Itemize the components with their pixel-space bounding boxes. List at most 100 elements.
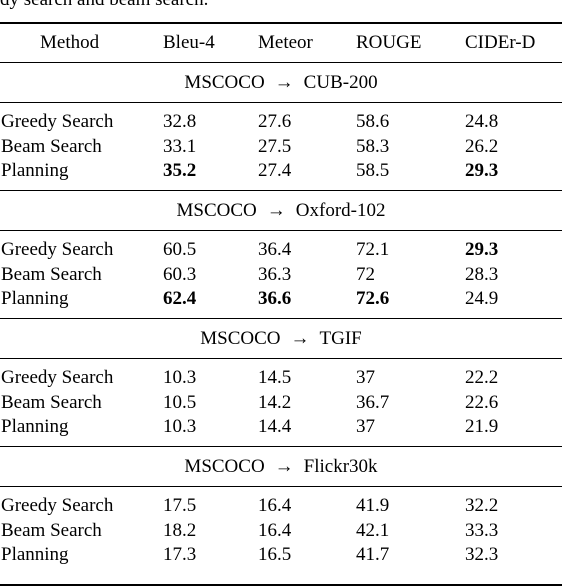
table-row: Planning 10.3 14.4 37 21.9 [0,415,562,439]
value-cell: 58.3 [356,135,390,157]
section-source: MSCOCO [176,200,257,221]
value-cell: 24.9 [465,288,499,309]
table-rule [0,358,562,359]
value-cell: 22.6 [465,391,499,413]
value-cell: 41.7 [356,544,390,565]
section-target: TGIF [319,328,362,349]
method-cell: Planning [1,288,69,309]
section-target: CUB-200 [303,72,378,93]
value-cell: 60.3 [163,263,197,285]
table-row: Beam Search 60.3 36.3 72 28.3 [0,263,562,287]
method-cell: Greedy Search [1,239,114,260]
section-target: Oxford-102 [295,200,386,221]
value-cell: 36.7 [356,391,390,413]
section-title: MSCOCO → Oxford-102 [0,199,562,223]
value-cell: 10.3 [163,367,197,388]
header-row: Method Bleu-4 Meteor ROUGE CIDEr-D [0,31,562,55]
table-rule [0,318,562,319]
method-cell: Greedy Search [1,495,114,516]
value-cell: 16.4 [258,495,292,516]
value-cell: 33.3 [465,519,499,541]
value-cell: 35.2 [163,160,197,181]
column-header: Bleu-4 [163,32,215,53]
value-cell: 16.4 [258,519,292,541]
table-row: Greedy Search 17.5 16.4 41.9 32.2 [0,494,562,518]
method-cell: Planning [1,160,69,181]
value-cell: 32.8 [163,111,197,132]
table-row: Beam Search 33.1 27.5 58.3 26.2 [0,135,562,159]
table-rule [0,62,562,63]
arrow-icon: → [274,456,294,477]
table-rule [0,446,562,447]
table-rule [0,22,562,24]
value-cell: 60.5 [163,239,197,260]
value-cell: 33.1 [163,135,197,157]
value-cell: 16.5 [258,544,292,565]
method-cell: Planning [1,544,69,565]
table-rule [0,230,562,231]
value-cell: 62.4 [163,288,197,309]
table-rule [0,486,562,487]
value-cell: 24.8 [465,111,499,132]
arrow-icon: → [290,328,310,349]
value-cell: 26.2 [465,135,499,157]
value-cell: 29.3 [465,239,499,260]
method-cell: Beam Search [1,135,102,157]
table-row: Greedy Search 60.5 36.4 72.1 29.3 [0,238,562,262]
table-row: Beam Search 10.5 14.2 36.7 22.6 [0,391,562,415]
section-title: MSCOCO → TGIF [0,327,562,351]
value-cell: 17.5 [163,495,197,516]
method-cell: Beam Search [1,391,102,413]
value-cell: 29.3 [465,160,499,181]
value-cell: 18.2 [163,519,197,541]
method-cell: Planning [1,416,69,437]
column-header: Method [40,32,100,53]
value-cell: 72 [356,263,375,285]
table-row: Planning 62.4 36.6 72.6 24.9 [0,287,562,311]
arrow-icon: → [266,200,286,221]
value-cell: 58.6 [356,111,390,132]
table-caption: dy search and beam search. [0,0,562,12]
value-cell: 28.3 [465,263,499,285]
method-cell: Greedy Search [1,111,114,132]
value-cell: 10.5 [163,391,197,413]
column-header: CIDEr-D [465,32,536,53]
value-cell: 36.4 [258,239,292,260]
value-cell: 32.3 [465,544,499,565]
table-row: Planning 35.2 27.4 58.5 29.3 [0,159,562,183]
value-cell: 37 [356,367,375,388]
value-cell: 14.4 [258,416,292,437]
section-target: Flickr30k [303,456,378,477]
value-cell: 58.5 [356,160,390,181]
column-header: Meteor [258,32,313,53]
method-cell: Greedy Search [1,367,114,388]
value-cell: 14.2 [258,391,292,413]
value-cell: 17.3 [163,544,197,565]
value-cell: 14.5 [258,367,292,388]
value-cell: 36.6 [258,288,292,309]
value-cell: 27.4 [258,160,292,181]
value-cell: 42.1 [356,519,390,541]
value-cell: 72.6 [356,288,390,309]
table-row: Beam Search 18.2 16.4 42.1 33.3 [0,519,562,543]
value-cell: 41.9 [356,495,390,516]
value-cell: 72.1 [356,239,390,260]
value-cell: 21.9 [465,416,499,437]
table-row: Greedy Search 32.8 27.6 58.6 24.8 [0,110,562,134]
value-cell: 37 [356,416,375,437]
method-cell: Beam Search [1,263,102,285]
section-title: MSCOCO → CUB-200 [0,71,562,95]
arrow-icon: → [274,72,294,93]
value-cell: 22.2 [465,367,499,388]
value-cell: 10.3 [163,416,197,437]
value-cell: 32.2 [465,495,499,516]
section-source: MSCOCO [200,328,281,349]
table-rule [0,190,562,191]
section-source: MSCOCO [184,456,265,477]
table-rule [0,102,562,103]
value-cell: 27.5 [258,135,292,157]
table-row: Greedy Search 10.3 14.5 37 22.2 [0,366,562,390]
column-header: ROUGE [356,32,422,53]
method-cell: Beam Search [1,519,102,541]
value-cell: 27.6 [258,111,292,132]
